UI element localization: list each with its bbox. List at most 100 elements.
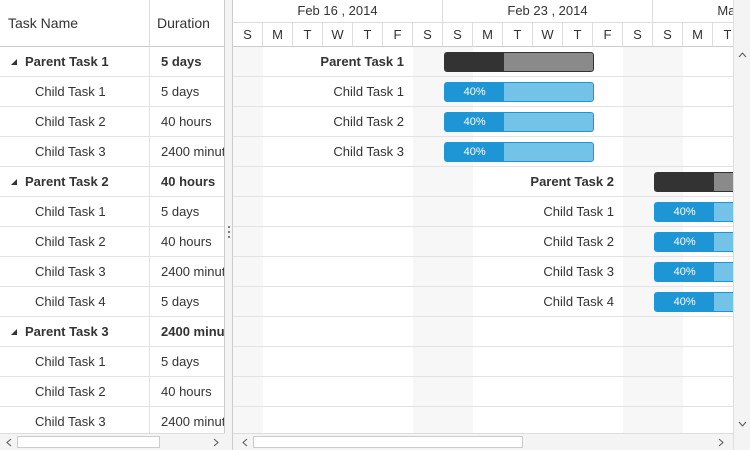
row-line [233,406,733,407]
progress-label: 40% [463,116,486,128]
task-name: Child Task 1 [0,197,150,227]
day-header: T [563,23,593,47]
task-bar[interactable]: 40% [444,82,594,102]
task-row: Parent Task 1 5 days [0,47,224,77]
task-row: Child Task 3 2400 minutes [0,407,225,433]
task-row: Child Task 4 5 days [0,287,224,317]
expand-icon[interactable] [11,329,17,335]
row-line [233,316,733,317]
task-row: Child Task 3 2400 minutes [0,257,224,287]
task-bar[interactable]: 40% [654,202,733,222]
task-row: Child Task 3 2400 minutes [0,137,224,167]
scroll-thumb[interactable] [17,436,160,448]
progress-label: 40% [673,266,696,278]
weekend-shade [443,46,473,433]
task-duration: 40 hours [161,174,216,189]
task-duration: 5 days [161,204,200,219]
task-name: Child Task 2 [0,107,150,137]
task-bar[interactable]: 40% [654,292,733,312]
progress-bar: 40% [655,203,715,221]
task-label: Parent Task 1 [320,54,404,69]
scroll-arrows [242,438,724,447]
progress-bar [445,53,505,71]
parent-bar[interactable] [444,52,594,72]
task-label: Child Task 4 [543,294,614,309]
task-label: Parent Task 2 [530,174,614,189]
scroll-thumb[interactable] [253,436,523,448]
expand-icon[interactable] [11,179,17,185]
task-name: Child Task 3 [0,257,150,287]
row-line [233,196,733,197]
task-bar[interactable]: 40% [654,232,733,252]
splitter[interactable] [225,0,233,450]
day-header: M [473,23,503,47]
day-header: T [353,23,383,47]
row-line [233,376,733,377]
splitter-grip [228,226,230,238]
day-header: M [683,23,713,47]
row-line [233,226,733,227]
task-duration: 5 days [161,84,200,99]
horizontal-scrollbar[interactable] [0,433,225,450]
row-line [233,136,733,137]
parent-bar[interactable] [654,172,733,192]
day-header: F [593,23,623,47]
task-row: Child Task 1 5 days [0,77,224,107]
row-line [233,286,733,287]
day-header: S [623,23,653,47]
progress-label: 40% [673,206,696,218]
progress-label: 40% [463,86,486,98]
task-duration: 40 hours [161,234,212,249]
task-name: Child Task 2 [0,377,150,407]
task-bar[interactable]: 40% [654,262,733,282]
progress-bar: 40% [445,113,505,131]
day-header: S [443,23,473,47]
task-row: Child Task 1 5 days [0,197,224,227]
task-duration: 40 hours [161,384,212,399]
progress-bar: 40% [445,83,505,101]
task-label: Child Task 3 [333,144,404,159]
task-name: Parent Task 2 [0,167,150,197]
week-header: Mar 02 , 2014 [653,0,733,23]
progress-bar [655,173,715,191]
progress-label: 40% [463,146,486,158]
task-bar[interactable]: 40% [444,142,594,162]
task-name: Child Task 3 [0,407,150,433]
grid-header: Task Name Duration [0,0,224,47]
task-duration: 2400 minutes [161,414,225,429]
task-name: Parent Task 1 [0,47,150,77]
task-row: Child Task 2 40 hours [0,107,224,137]
weekend-shade [623,46,653,433]
column-header[interactable]: Task Name [0,0,150,46]
row-line [233,256,733,257]
day-header: T [293,23,323,47]
task-bar[interactable]: 40% [444,112,594,132]
task-name: Child Task 4 [0,287,150,317]
scroll-arrows [738,52,747,427]
column-header[interactable]: Duration [157,15,210,31]
day-header: W [533,23,563,47]
task-name: Child Task 1 [0,347,150,377]
task-duration: 40 hours [161,114,212,129]
task-duration: 5 days [161,54,202,69]
progress-bar: 40% [445,143,505,161]
task-duration: 5 days [161,354,200,369]
progress-label: 40% [673,296,696,308]
task-name: Child Task 1 [0,77,150,107]
weekend-shade [233,46,263,433]
day-header: F [383,23,413,47]
task-label: Child Task 3 [543,264,614,279]
day-header: M [263,23,293,47]
expand-icon[interactable] [11,59,17,65]
task-row: Parent Task 3 2400 minutes [0,317,224,347]
task-duration: 5 days [161,294,200,309]
task-row: Child Task 1 5 days [0,347,224,377]
progress-bar: 40% [655,233,715,251]
week-header: Feb 16 , 2014 [233,0,443,23]
horizontal-scrollbar[interactable] [233,433,733,450]
vertical-scrollbar[interactable] [733,0,750,450]
day-header: S [233,23,263,47]
